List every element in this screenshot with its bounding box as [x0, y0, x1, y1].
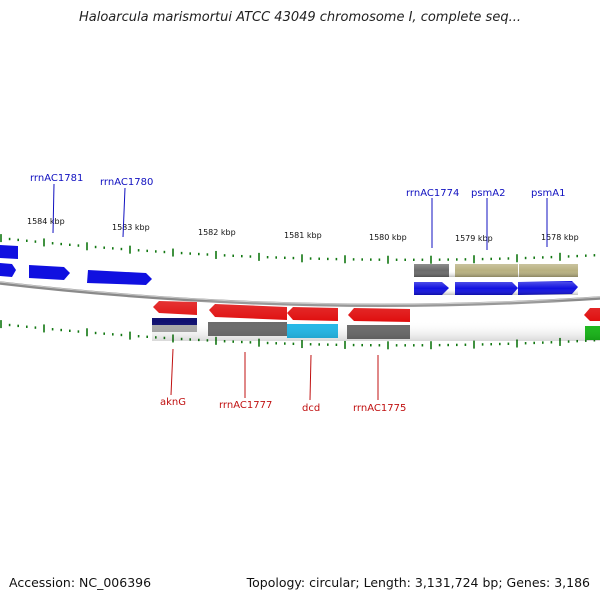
reverse-genes	[152, 301, 600, 341]
topology-text: Topology: circular; Length: 3,131,724 bp…	[246, 575, 590, 590]
gene-label-rrnAC1781[interactable]: rrnAC1781	[30, 173, 83, 184]
gene-forward[interactable]	[0, 263, 16, 277]
upper-tick-track	[0, 234, 596, 264]
scale-label: 1580 kbp	[369, 233, 407, 242]
gene-label-dcd[interactable]: dcd	[302, 403, 320, 414]
reverse-label-leaders	[170, 348, 379, 401]
scale-label: 1578 kbp	[541, 233, 579, 242]
gene-label-rrnAC1774[interactable]: rrnAC1774	[406, 188, 459, 199]
scale-label: 1584 kbp	[27, 217, 65, 226]
accession-text: Accession: NC_006396	[9, 575, 152, 590]
gene-label-rrnAC1775[interactable]: rrnAC1775	[353, 403, 406, 414]
reverse-labels: aknG rrnAC1777 dcd rrnAC1775	[160, 397, 406, 414]
gene-label-aknG[interactable]: aknG	[160, 397, 186, 408]
scale-labels: 1584 kbp 1583 kbp 1582 kbp 1581 kbp 1580…	[27, 217, 579, 243]
forward-label-leaders	[52, 183, 548, 250]
gene-label-rrnAC1780[interactable]: rrnAC1780	[100, 177, 153, 188]
scale-label: 1579 kbp	[455, 234, 493, 243]
scale-label: 1582 kbp	[198, 228, 236, 237]
gene-forward[interactable]	[29, 265, 70, 280]
gene-label-rrnAC1777[interactable]: rrnAC1777	[219, 400, 272, 411]
gene-label-psmA2[interactable]: psmA2	[471, 188, 506, 199]
scale-label: 1581 kbp	[284, 231, 322, 240]
gene-forward[interactable]	[0, 245, 18, 259]
scale-label: 1583 kbp	[112, 223, 150, 232]
map-title: Haloarcula marismortui ATCC 43049 chromo…	[79, 10, 521, 25]
gene-label-psmA1[interactable]: psmA1	[531, 188, 566, 199]
forward-labels: rrnAC1781 rrnAC1780 rrnAC1774 psmA2 psmA…	[30, 173, 566, 199]
forward-genes	[0, 245, 578, 295]
gene-forward[interactable]	[87, 270, 152, 285]
